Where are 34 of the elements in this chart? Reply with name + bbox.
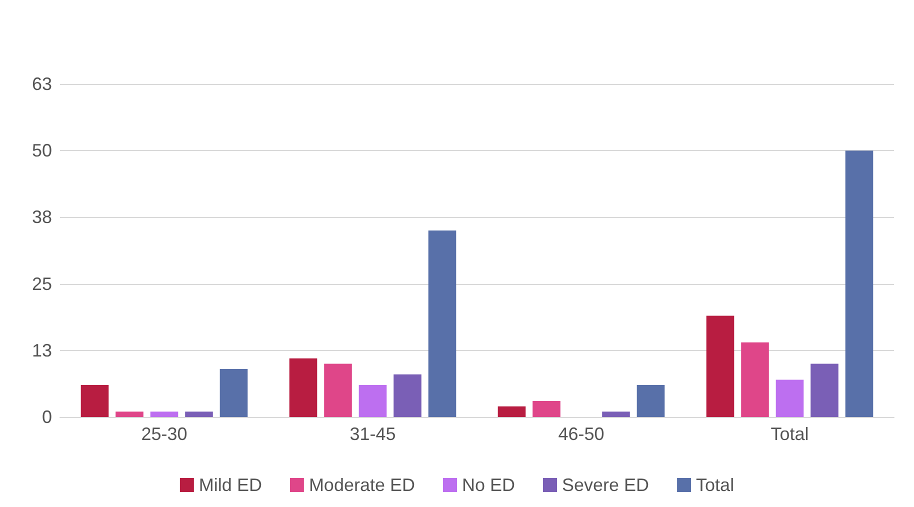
bar (636, 385, 665, 417)
bar (394, 374, 422, 417)
x-tick-label: 46-50 (558, 424, 604, 444)
legend-label: Severe ED (562, 475, 650, 495)
bar (185, 412, 213, 417)
bar (706, 316, 734, 417)
bar (532, 401, 560, 417)
bar (845, 150, 874, 417)
legend-label: Mild ED (198, 475, 262, 495)
bar (289, 358, 318, 417)
bar (324, 364, 352, 417)
bar (80, 385, 109, 417)
bar (810, 364, 838, 417)
y-tick-label: 13 (32, 340, 52, 360)
bar (428, 230, 456, 417)
y-tick-label: 50 (32, 140, 52, 161)
x-tick-label: 31-45 (350, 424, 396, 444)
y-tick-label: 38 (32, 207, 52, 228)
y-tick-label: 0 (42, 407, 52, 427)
bar (150, 412, 178, 417)
bar (602, 412, 630, 417)
bar (220, 369, 248, 417)
legend-label: Moderate ED (308, 475, 416, 495)
legend-label: No ED (462, 475, 516, 495)
x-tick-label: 25-30 (141, 424, 188, 444)
y-tick-label: 25 (32, 274, 52, 294)
x-tick-label: Total (770, 424, 809, 444)
bar (741, 342, 769, 417)
y-tick-label: 63 (32, 74, 52, 94)
bar (358, 385, 387, 417)
bar (116, 412, 144, 417)
legend-label: Total (696, 475, 734, 495)
bar (498, 406, 526, 417)
bar (776, 380, 804, 417)
